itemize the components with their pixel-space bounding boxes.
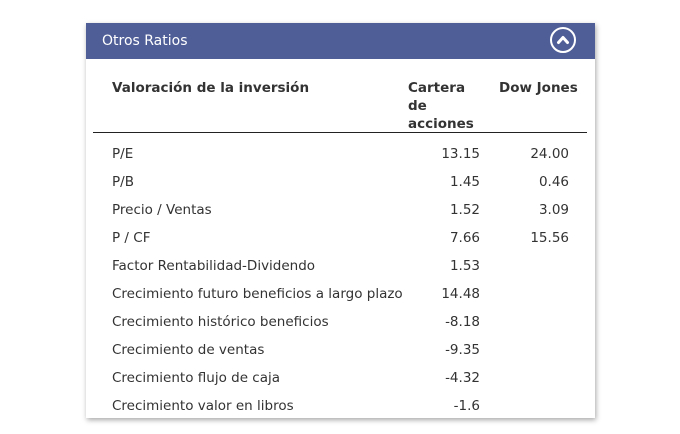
benchmark-value: 24.00 — [530, 146, 569, 162]
benchmark-value: 3.09 — [538, 202, 569, 218]
row-label: Crecimiento de ventas — [112, 342, 265, 358]
chevron-up-icon — [557, 36, 569, 44]
row-label: Factor Rentabilidad-Dividendo — [112, 258, 316, 274]
portfolio-value: -4.32 — [445, 370, 480, 386]
row-label: Precio / Ventas — [112, 202, 212, 218]
portfolio-value: -8.18 — [445, 314, 480, 330]
table-row: Crecimiento futuro beneficios a largo pl… — [86, 280, 595, 308]
column-header-metric: Valoración de la inversión — [112, 80, 310, 96]
portfolio-value: 14.48 — [441, 286, 480, 302]
portfolio-value: 1.52 — [449, 202, 480, 218]
ratios-panel: Otros Ratios Valoración de la inversión … — [86, 23, 595, 418]
portfolio-value: -9.35 — [445, 342, 480, 358]
table-row: P/E 13.15 24.00 — [86, 140, 595, 168]
header-divider — [93, 132, 587, 133]
collapse-button[interactable] — [550, 27, 576, 53]
benchmark-value: 15.56 — [530, 230, 569, 246]
table-row: Precio / Ventas 1.52 3.09 — [86, 196, 595, 224]
row-label: P / CF — [112, 230, 151, 246]
panel-header[interactable]: Otros Ratios — [86, 23, 595, 59]
portfolio-value: 1.53 — [449, 258, 480, 274]
table-row: Crecimiento valor en libros -1.6 — [86, 392, 595, 418]
row-label: Crecimiento futuro beneficios a largo pl… — [112, 286, 403, 302]
row-label: P/B — [112, 174, 134, 190]
table-row: Crecimiento flujo de caja -4.32 — [86, 364, 595, 392]
portfolio-value: 7.66 — [449, 230, 480, 246]
table-row: Crecimiento de ventas -9.35 — [86, 336, 595, 364]
portfolio-value: -1.6 — [453, 398, 480, 414]
table-row: Crecimiento histórico beneficios -8.18 — [86, 308, 595, 336]
column-header-portfolio: Cartera de acciones — [408, 80, 474, 132]
panel-title: Otros Ratios — [102, 33, 188, 49]
row-label: P/E — [112, 146, 134, 162]
row-label: Crecimiento flujo de caja — [112, 370, 281, 386]
table-row: Factor Rentabilidad-Dividendo 1.53 — [86, 252, 595, 280]
row-label: Crecimiento histórico beneficios — [112, 314, 329, 330]
benchmark-value: 0.46 — [538, 174, 569, 190]
portfolio-value: 13.15 — [441, 146, 480, 162]
portfolio-value: 1.45 — [449, 174, 480, 190]
column-header-benchmark: Dow Jones — [499, 80, 578, 96]
row-label: Crecimiento valor en libros — [112, 398, 294, 414]
table-row: P / CF 7.66 15.56 — [86, 224, 595, 252]
ratios-table-body: P/E 13.15 24.00 P/B 1.45 0.46 Precio / Ventas 1… — [86, 140, 595, 418]
table-row: P/B 1.45 0.46 — [86, 168, 595, 196]
